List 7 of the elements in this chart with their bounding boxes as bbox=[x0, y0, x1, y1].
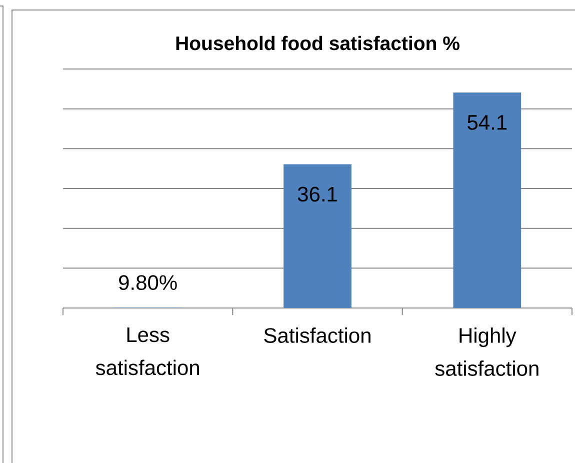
data-label: 9.80% bbox=[119, 275, 177, 290]
x-tick-label: Highly satisfaction bbox=[435, 328, 538, 376]
chart-title: Household food satisfaction % bbox=[176, 36, 460, 50]
data-label: 54.1 bbox=[468, 115, 507, 130]
x-tick-label: Satisfaction bbox=[264, 328, 370, 343]
x-tick-label: Less satisfaction bbox=[96, 328, 199, 376]
data-label: 36.1 bbox=[298, 186, 337, 202]
